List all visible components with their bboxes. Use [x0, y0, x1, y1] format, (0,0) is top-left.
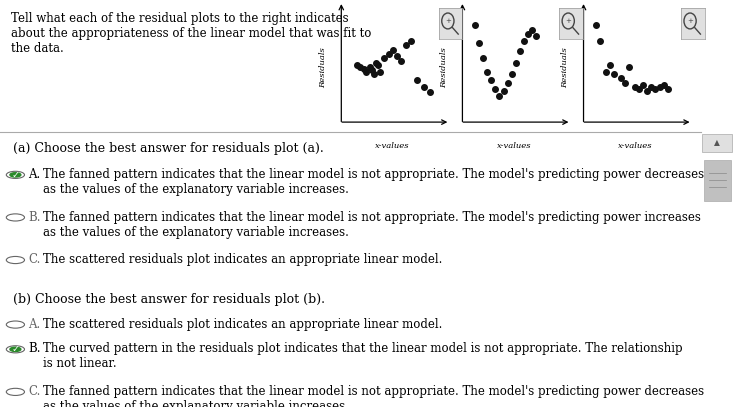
- Point: [412, 77, 424, 83]
- Point: [590, 22, 602, 28]
- Point: [514, 48, 526, 54]
- Point: [354, 64, 366, 70]
- Point: [633, 86, 645, 92]
- Point: [379, 55, 390, 61]
- Point: [645, 84, 657, 90]
- Point: [629, 84, 641, 90]
- Point: [594, 37, 606, 44]
- Circle shape: [10, 173, 21, 177]
- Point: [473, 40, 484, 46]
- Text: A.: A.: [28, 168, 40, 181]
- Point: [405, 37, 417, 44]
- Point: [637, 81, 649, 88]
- Point: [477, 55, 489, 61]
- Text: The fanned pattern indicates that the linear model is not appropriate. The model: The fanned pattern indicates that the li…: [43, 210, 701, 239]
- Text: +: +: [445, 18, 451, 24]
- Text: C.: C.: [28, 253, 40, 266]
- Point: [368, 70, 380, 77]
- Point: [510, 59, 522, 66]
- Point: [424, 89, 435, 96]
- Point: [371, 59, 382, 66]
- Text: +: +: [687, 18, 693, 24]
- Point: [600, 68, 612, 75]
- Text: A.: A.: [28, 318, 40, 331]
- Text: Residuals: Residuals: [319, 47, 327, 88]
- Point: [387, 46, 399, 53]
- Point: [604, 62, 616, 68]
- Point: [374, 68, 386, 75]
- Text: B.: B.: [28, 210, 40, 223]
- Point: [360, 68, 372, 75]
- Point: [400, 42, 412, 48]
- Point: [493, 92, 505, 99]
- Text: The scattered residuals plot indicates an appropriate linear model.: The scattered residuals plot indicates a…: [43, 253, 443, 266]
- Text: C.: C.: [28, 385, 40, 398]
- Point: [619, 79, 631, 86]
- Text: x-values: x-values: [496, 142, 531, 150]
- Point: [523, 31, 534, 37]
- Point: [662, 86, 674, 92]
- Text: The fanned pattern indicates that the linear model is not appropriate. The model: The fanned pattern indicates that the li…: [43, 168, 705, 196]
- Point: [391, 53, 403, 59]
- Point: [351, 62, 363, 68]
- Point: [485, 77, 497, 83]
- Text: The scattered residuals plot indicates an appropriate linear model.: The scattered residuals plot indicates a…: [43, 318, 443, 331]
- Point: [623, 64, 635, 70]
- Point: [654, 84, 666, 90]
- Text: Tell what each of the residual plots to the right indicates
about the appropriat: Tell what each of the residual plots to …: [11, 12, 371, 55]
- Point: [469, 22, 481, 28]
- Point: [358, 66, 370, 72]
- Point: [395, 57, 407, 64]
- Point: [498, 88, 509, 94]
- Text: (a) Choose the best answer for residuals plot (a).: (a) Choose the best answer for residuals…: [12, 142, 324, 155]
- Text: B.: B.: [28, 342, 40, 355]
- Text: The curved pattern in the residuals plot indicates that the linear model is not : The curved pattern in the residuals plot…: [43, 342, 683, 370]
- Point: [506, 70, 517, 77]
- Point: [490, 86, 501, 92]
- FancyBboxPatch shape: [702, 133, 733, 151]
- Point: [366, 67, 378, 74]
- Point: [502, 79, 514, 86]
- Point: [526, 26, 538, 33]
- Point: [418, 84, 429, 90]
- Point: [614, 75, 626, 81]
- Point: [382, 51, 394, 57]
- Text: ✓: ✓: [11, 344, 20, 354]
- FancyBboxPatch shape: [704, 160, 730, 201]
- Text: x-values: x-values: [617, 142, 653, 150]
- Text: +: +: [565, 18, 571, 24]
- Circle shape: [10, 347, 21, 352]
- Text: Residuals: Residuals: [440, 47, 448, 88]
- Text: x-values: x-values: [375, 142, 410, 150]
- Point: [642, 88, 653, 94]
- Point: [518, 37, 530, 44]
- Point: [482, 68, 493, 75]
- Point: [531, 33, 542, 39]
- Point: [372, 62, 384, 68]
- Text: ▲: ▲: [714, 138, 720, 147]
- Text: The fanned pattern indicates that the linear model is not appropriate. The model: The fanned pattern indicates that the li…: [43, 385, 705, 407]
- Text: (b) Choose the best answer for residuals plot (b).: (b) Choose the best answer for residuals…: [12, 293, 324, 306]
- Point: [650, 86, 661, 92]
- Point: [658, 81, 669, 88]
- Text: ✓: ✓: [11, 170, 20, 180]
- Point: [364, 64, 376, 70]
- Text: Residuals: Residuals: [561, 47, 569, 88]
- Point: [608, 70, 620, 77]
